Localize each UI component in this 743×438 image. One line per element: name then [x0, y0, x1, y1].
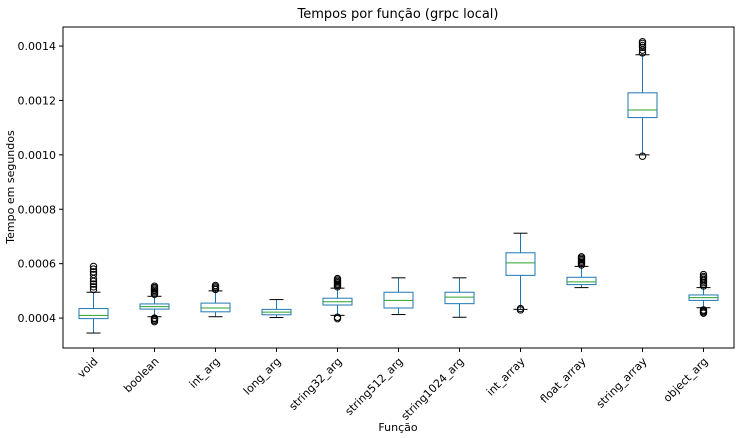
box-iqr [78, 308, 109, 320]
box-series [78, 37, 719, 334]
outlier-point [89, 268, 98, 276]
outlier-point [699, 270, 708, 279]
plot-area-frame [62, 26, 735, 349]
outlier-point [89, 262, 98, 271]
outlier-point [699, 272, 708, 281]
box-group-boolean [139, 282, 170, 326]
y-axis-label: Tempo em segundos [4, 130, 17, 245]
outlier-point [89, 283, 98, 291]
box-group-long_arg [261, 299, 292, 319]
outlier-point [150, 282, 159, 290]
box-group-string1024_arg [444, 277, 475, 318]
box-iqr [627, 92, 658, 119]
outlier-point [333, 313, 342, 321]
y-tick-label: 0.0008 [18, 203, 57, 216]
outlier-point [333, 274, 342, 283]
box-group-float_array [566, 253, 597, 289]
y-tick-label: 0.0004 [18, 312, 57, 325]
x-tick-label: long_arg [241, 355, 284, 398]
outlier-point [89, 285, 98, 294]
outlier-point [89, 270, 98, 279]
outlier-point [89, 265, 98, 273]
x-tick-label: boolean [121, 355, 161, 395]
outlier-point [211, 281, 220, 290]
outlier-point [577, 253, 586, 261]
x-tick-label: int_array [484, 355, 528, 399]
outlier-point [89, 280, 98, 288]
outlier-point [638, 41, 647, 50]
box-group-object_arg [688, 270, 719, 317]
box-iqr [200, 302, 231, 313]
box-iqr [505, 252, 536, 276]
outlier-point [638, 37, 647, 46]
x-tick-label: string512_arg [343, 355, 406, 418]
y-axis: 0.0004 0.0006 0.0008 0.0010 0.0012 0.0014 [18, 40, 63, 325]
x-tick-label: string1024_arg [399, 355, 467, 423]
y-tick-label: 0.0012 [18, 94, 57, 107]
y-tick-label: 0.0014 [18, 40, 57, 53]
outlier-point [638, 49, 647, 57]
box-iqr [444, 291, 475, 305]
outlier-point [150, 314, 159, 322]
x-tick-label: void [75, 355, 101, 381]
x-tick-label: float_array [538, 355, 589, 406]
box-group-void [78, 262, 109, 334]
x-tick-label: object_arg [661, 355, 711, 405]
outlier-point [699, 306, 708, 314]
outlier-point [516, 304, 525, 313]
box-group-string_array [627, 37, 658, 160]
outlier-point [638, 152, 647, 160]
box-group-int_arg [200, 281, 231, 318]
x-tick-label: string_array [594, 355, 650, 411]
box-group-string32_arg [322, 274, 353, 323]
y-tick-label: 0.0006 [18, 258, 57, 271]
x-tick-label: int_arg [187, 355, 223, 391]
box-group-int_array [505, 232, 536, 314]
y-tick-label: 0.0010 [18, 149, 57, 162]
outlier-point [638, 43, 647, 52]
chart-title: Tempos por função (grpc local) [296, 7, 498, 22]
box-group-string512_arg [383, 277, 414, 316]
x-axis: void boolean int_arg long_arg string32_argst… [75, 348, 711, 423]
box-iqr [566, 276, 597, 286]
x-axis-label: Função [378, 421, 417, 434]
x-tick-label: string32_arg [287, 355, 345, 413]
